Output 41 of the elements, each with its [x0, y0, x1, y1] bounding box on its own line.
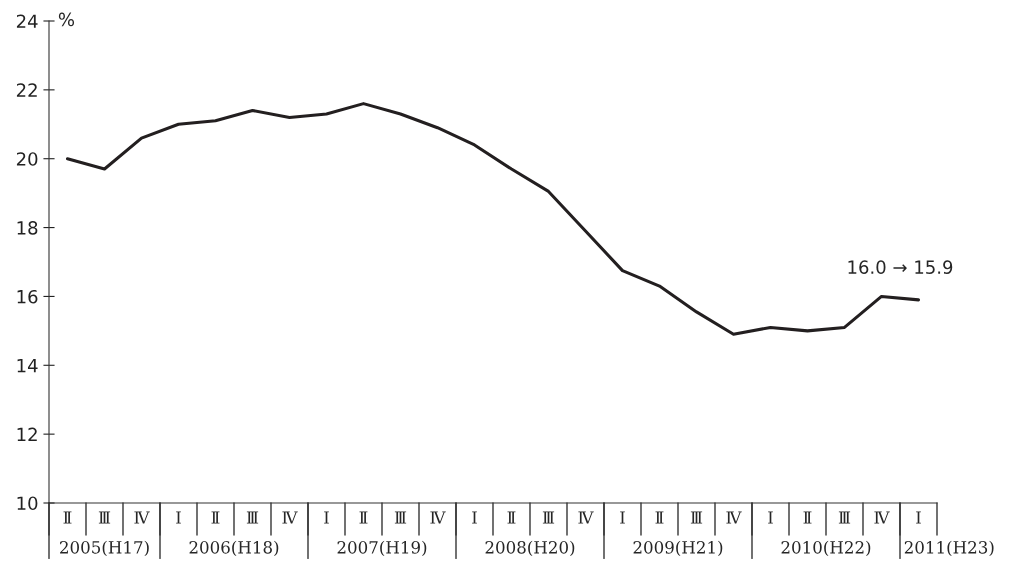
x-tick-label: Ⅰ: [916, 511, 921, 524]
x-tick-label: Ⅳ: [726, 511, 742, 524]
x-tick-label: Ⅲ: [98, 511, 111, 524]
x-tick-label: Ⅰ: [324, 511, 329, 524]
text: 2007(H19): [337, 540, 427, 556]
x-tick-label: Ⅱ: [359, 511, 368, 524]
x-tick-label: Ⅱ: [803, 511, 812, 524]
y-tick-label: 12: [17, 427, 37, 441]
y-tick-label: 10: [17, 496, 38, 511]
y-tick-label: 18: [17, 221, 38, 235]
text: 2010(H22): [781, 540, 871, 556]
y-tick-label: 22: [16, 83, 37, 97]
y-tick-label: 16: [17, 289, 38, 304]
x-tick-label: Ⅰ: [472, 511, 477, 524]
x-tick-label: Ⅳ: [430, 511, 446, 524]
x-tick-label: Ⅱ: [655, 511, 664, 524]
x-tick-label: Ⅲ: [246, 511, 259, 524]
x-tick-label: Ⅰ: [768, 511, 773, 524]
y-tick-label: 14: [17, 358, 38, 373]
text: 2005(H17): [60, 540, 149, 556]
y-tick-label: 20: [16, 152, 38, 166]
annotation: 16.0 → 15.9: [848, 260, 953, 274]
text: 2009(H21): [633, 540, 723, 556]
x-tick-label: Ⅰ: [176, 511, 181, 524]
y-axis-title: %: [58, 12, 75, 27]
x-tick-label: Ⅳ: [134, 511, 150, 524]
x-tick-label: Ⅲ: [394, 511, 407, 524]
x-tick-label: Ⅱ: [507, 511, 516, 524]
x-tick-label: Ⅲ: [542, 511, 555, 524]
text: 2006(H18): [189, 540, 279, 556]
y-tick-label: 24: [16, 14, 38, 28]
x-tick-label: Ⅲ: [838, 511, 851, 524]
text: 2008(H20): [485, 540, 575, 556]
x-tick-label: Ⅳ: [282, 511, 298, 524]
x-tick-label: Ⅲ: [690, 511, 703, 524]
text: 2011(H23): [904, 540, 994, 556]
x-tick-label: Ⅱ: [211, 511, 220, 524]
x-tick-label: Ⅳ: [874, 511, 890, 524]
x-tick-label: Ⅳ: [578, 511, 594, 524]
x-tick-label: Ⅰ: [620, 511, 625, 524]
x-tick-label: Ⅱ: [63, 511, 72, 524]
